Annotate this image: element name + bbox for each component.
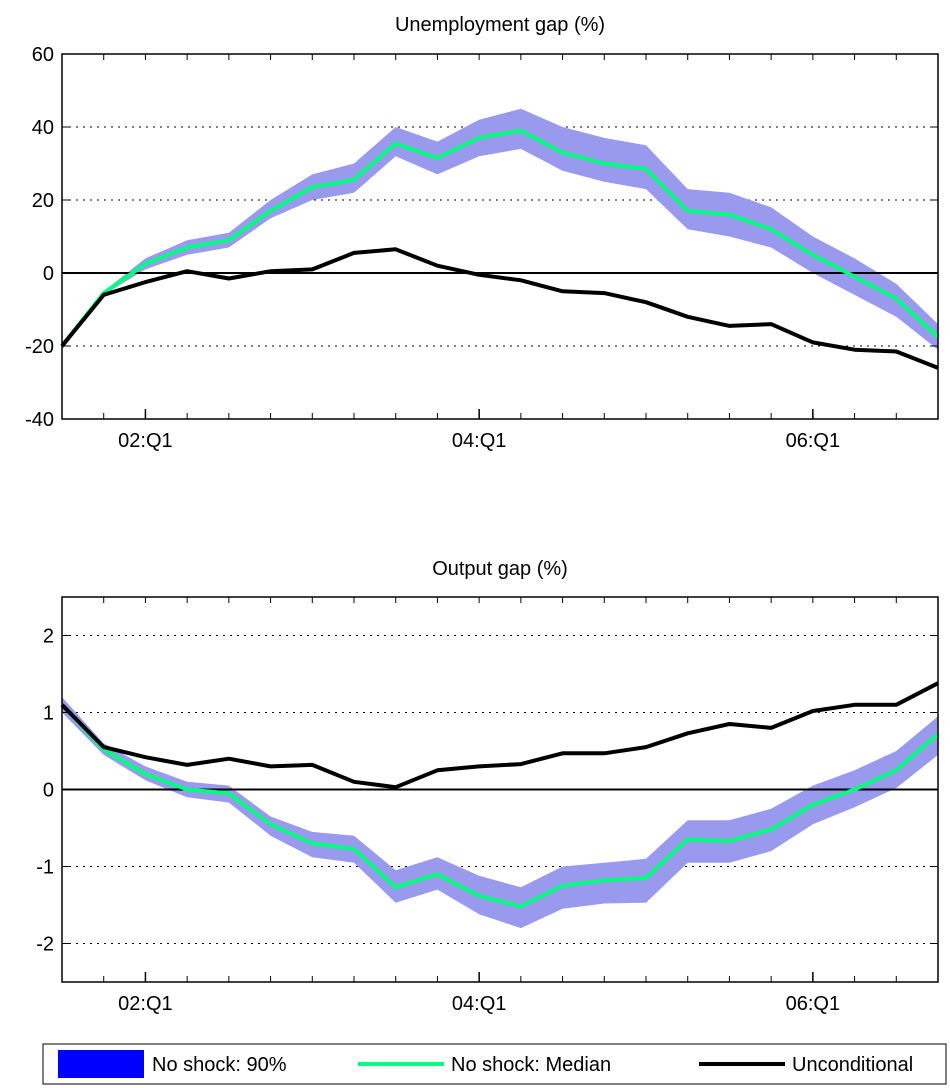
output-gap-chart: Output gap (%) -2 -1 0 1 2 02:Q1 04:Q1 06:Q1: [36, 558, 940, 1016]
series-lines-layer: [60, 128, 940, 370]
legend-swatch-band: [58, 1050, 144, 1078]
axis-ticks: [61, 597, 939, 982]
confidence-band-layer: [62, 108, 938, 350]
x-tick-label: 04:Q1: [452, 430, 506, 452]
y-tick-label: 1: [43, 703, 54, 725]
tick-labels: -40 -20 0 20 40 60 02:Q1 04:Q1 06:Q1: [25, 44, 840, 452]
series-line-median: [60, 703, 940, 909]
y-tick-label: -40: [25, 409, 54, 431]
chart-title: Unemployment gap (%): [395, 14, 605, 36]
legend-box: [42, 1043, 947, 1085]
confidence-band: [62, 697, 938, 929]
series-lines-layer: [60, 681, 940, 909]
y-tick-label: -2: [36, 934, 54, 956]
tick-labels: -2 -1 0 1 2 02:Q1 04:Q1 06:Q1: [36, 626, 840, 1016]
series-line-unconditional: [60, 247, 939, 370]
plot-frame: [61, 53, 939, 420]
x-tick-label: 06:Q1: [786, 993, 840, 1015]
y-tick-label: 20: [32, 190, 54, 212]
y-tick-label: 0: [43, 780, 54, 802]
x-tick-label: 02:Q1: [118, 430, 172, 452]
legend-label-band: No shock: 90%: [152, 1054, 287, 1076]
confidence-band-layer: [62, 697, 938, 929]
y-tick-label: 2: [43, 626, 54, 648]
y-tick-label: 0: [43, 263, 54, 285]
y-tick-label: -20: [25, 336, 54, 358]
x-tick-label: 04:Q1: [452, 993, 506, 1015]
chart-title: Output gap (%): [432, 558, 568, 580]
y-tick-label: -1: [36, 857, 54, 879]
axis-ticks: [61, 53, 939, 420]
unemployment-gap-chart: Unemployment gap (%) -40 -20 0 20 40 60 02:Q1 0…: [25, 14, 940, 452]
x-tick-label: 02:Q1: [118, 993, 172, 1015]
series-line-unconditional: [60, 681, 939, 790]
legend-label-median: No shock: Median: [451, 1054, 611, 1076]
y-tick-label: 40: [32, 117, 54, 139]
confidence-band: [62, 108, 938, 350]
series-line-median: [60, 128, 940, 348]
legend-label-unconditional: Unconditional: [792, 1054, 913, 1076]
legend: No shock: 90% No shock: Median Unconditi…: [42, 1043, 947, 1085]
y-tick-label: 60: [32, 44, 54, 66]
x-tick-label: 06:Q1: [786, 430, 840, 452]
